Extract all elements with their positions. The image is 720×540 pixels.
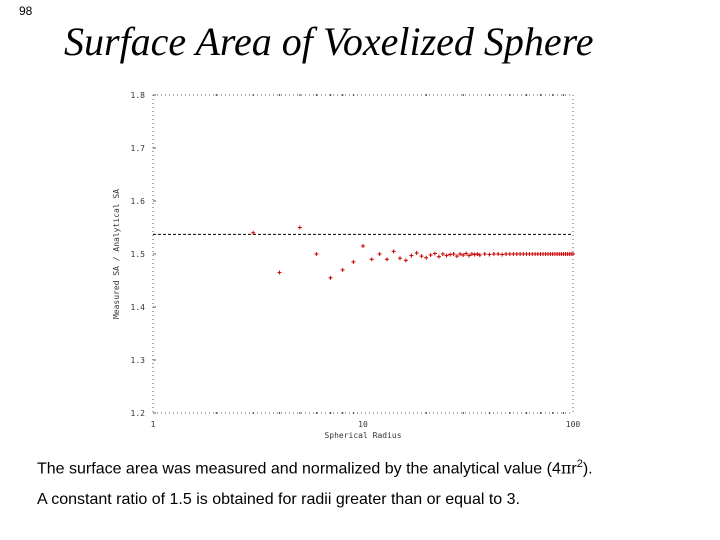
x-minor-tick-top	[525, 94, 528, 96]
r-symbol: r	[571, 460, 577, 478]
x-minor-tick-top	[278, 94, 281, 96]
x-minor-tick-bottom	[425, 412, 427, 414]
data-point	[409, 253, 414, 258]
y-axis-label: Measured SA / Analytical SA	[112, 189, 121, 319]
x-minor-tick-bottom	[462, 412, 464, 414]
x-minor-tick-top	[539, 94, 542, 96]
x-tick-label: 100	[566, 420, 581, 429]
data-point	[487, 252, 492, 257]
x-minor-tick-bottom	[315, 412, 318, 414]
data-point	[467, 253, 472, 258]
data-point	[432, 251, 437, 256]
x-minor-tick-bottom	[509, 412, 511, 414]
data-point	[451, 252, 456, 256]
data-point	[419, 254, 424, 259]
data-point	[511, 252, 516, 256]
data-point	[414, 250, 419, 255]
x-minor-tick-bottom	[278, 412, 281, 414]
data-point	[475, 252, 480, 256]
x-minor-tick-bottom	[539, 412, 542, 414]
data-point	[361, 244, 365, 249]
y-tick-label: 1.7	[131, 144, 146, 153]
data-point	[297, 225, 302, 230]
data-point	[351, 259, 356, 264]
x-minor-tick-top	[329, 94, 332, 96]
data-point	[391, 249, 396, 254]
x-minor-tick-top	[552, 94, 554, 96]
data-point	[571, 252, 575, 256]
x-minor-tick-bottom	[352, 412, 355, 414]
x-minor-tick-bottom	[299, 412, 301, 414]
x-minor-tick-bottom	[342, 412, 344, 414]
x-minor-tick-top	[352, 94, 355, 96]
data-point	[314, 252, 319, 256]
y-tick-label: 1.6	[131, 197, 146, 206]
x-minor-tick-top	[299, 94, 301, 96]
x-minor-tick-bottom	[562, 412, 565, 414]
data-point	[277, 270, 282, 275]
data-point	[458, 252, 463, 256]
x-minor-tick-bottom	[525, 412, 528, 414]
x-minor-tick-top	[509, 94, 511, 96]
x-minor-tick-bottom	[252, 412, 254, 414]
data-point	[251, 230, 256, 235]
data-point	[469, 252, 474, 256]
caption-line-1: The surface area was measured and normal…	[37, 458, 593, 478]
data-point	[428, 253, 433, 258]
data-point	[369, 257, 374, 262]
x-minor-tick-top	[462, 94, 464, 96]
y-tick-label: 1.3	[131, 356, 146, 365]
x-minor-tick-top	[562, 94, 565, 96]
data-point	[482, 252, 487, 256]
pi-symbol: π	[560, 458, 572, 478]
slide-title: Surface Area of Voxelized Sphere	[64, 19, 594, 64]
data-point	[507, 252, 512, 256]
x-minor-tick-top	[488, 94, 491, 96]
data-point	[424, 255, 429, 260]
data-point	[491, 252, 496, 256]
data-point	[436, 254, 441, 259]
x-minor-tick-top	[252, 94, 254, 96]
caption-line-2: A constant ratio of 1.5 is obtained for …	[37, 491, 520, 508]
x-minor-tick-top	[215, 94, 217, 96]
data-point	[440, 252, 445, 256]
x-minor-tick-bottom	[488, 412, 491, 414]
data-point	[444, 253, 449, 258]
y-tick-label: 1.5	[131, 250, 146, 259]
data-point	[377, 252, 382, 256]
data-point	[397, 256, 402, 261]
data-point	[448, 252, 453, 257]
data-point	[464, 251, 469, 256]
x-minor-tick-top	[315, 94, 318, 96]
x-tick-label: 1	[151, 420, 156, 429]
page-number: 98	[19, 4, 33, 18]
x-minor-tick-bottom	[329, 412, 332, 414]
x-minor-tick-bottom	[215, 412, 217, 414]
y-tick-label: 1.8	[131, 91, 146, 100]
x-minor-tick-top	[425, 94, 427, 96]
data-point	[384, 257, 389, 262]
data-point	[340, 267, 345, 272]
data-point	[504, 252, 509, 256]
data-point	[500, 252, 505, 257]
y-tick-label: 1.4	[131, 303, 146, 312]
x-minor-tick-top	[342, 94, 344, 96]
data-point	[454, 254, 459, 259]
data-point	[403, 258, 408, 263]
x-tick-label: 10	[358, 420, 368, 429]
data-point	[472, 252, 477, 257]
scatter-chart: 1.8 1.7 1.6 1.5 1.4 1.3 1.2 1 10 100 Spherical Ra…	[112, 91, 581, 440]
data-point	[328, 275, 333, 280]
data-point	[477, 253, 482, 258]
y-tick-label: 1.2	[131, 409, 146, 418]
exponent: 2	[576, 458, 583, 470]
caption-text: The surface area was measured and normal…	[37, 460, 561, 478]
x-axis-label: Spherical Radius	[324, 431, 401, 440]
data-point	[461, 253, 466, 258]
data-point	[496, 252, 501, 256]
caption-end: ).	[582, 460, 593, 478]
x-minor-tick-bottom	[552, 412, 554, 414]
